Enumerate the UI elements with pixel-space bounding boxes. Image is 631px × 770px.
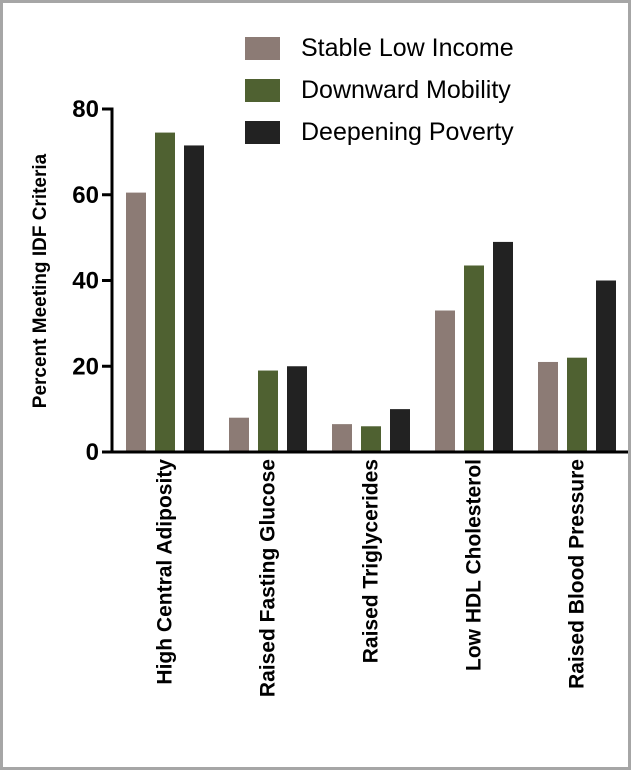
bar-3-5 [596,280,616,452]
category-label-5: Raised Blood Pressure [566,459,589,689]
bar-2-1 [155,132,175,453]
bar-1-2 [229,417,249,452]
y-axis-label: Percent Meeting IDF Criteria [30,153,51,408]
y-tick-label-5: 80 [72,96,99,123]
bar-1-1 [126,192,146,452]
bar-3-4 [493,241,513,452]
legend-label-2: Downward Mobility [301,76,511,104]
legend-label-1: Stable Low Income [301,34,514,62]
legend-swatch-2 [245,79,280,102]
bar-1-3 [332,424,352,452]
bar-1-5 [538,361,558,452]
bar-3-3 [390,409,410,452]
category-label-4: Low HDL Cholesterol [463,459,486,671]
y-tick-label-4: 60 [72,182,99,209]
axes: 0 20 40 60 80 [72,96,628,466]
y-tick-label-2: 20 [72,353,99,380]
bar-3-2 [287,366,307,452]
y-tick-label-3: 40 [72,268,99,295]
category-label-3: Raised Triglycerides [360,459,383,663]
category-labels: High Central Adiposity Raised Fasting Glu… [154,459,589,697]
legend-label-3: Deepening Poverty [301,118,514,146]
bar-3-1 [184,145,204,452]
legend-swatch-1 [245,37,280,60]
bars [126,132,616,453]
bar-1-4 [435,310,455,452]
category-label-1: High Central Adiposity [154,459,177,685]
bar-2-4 [464,265,484,452]
bar-2-3 [361,426,381,452]
legend: Stable Low Income Downward Mobility Deepen… [245,34,514,146]
category-label-2: Raised Fasting Glucose [257,459,280,697]
legend-swatch-3 [245,121,280,144]
bar-2-5 [567,357,587,452]
y-tick-label-1: 0 [86,439,99,466]
bar-2-2 [258,370,278,452]
